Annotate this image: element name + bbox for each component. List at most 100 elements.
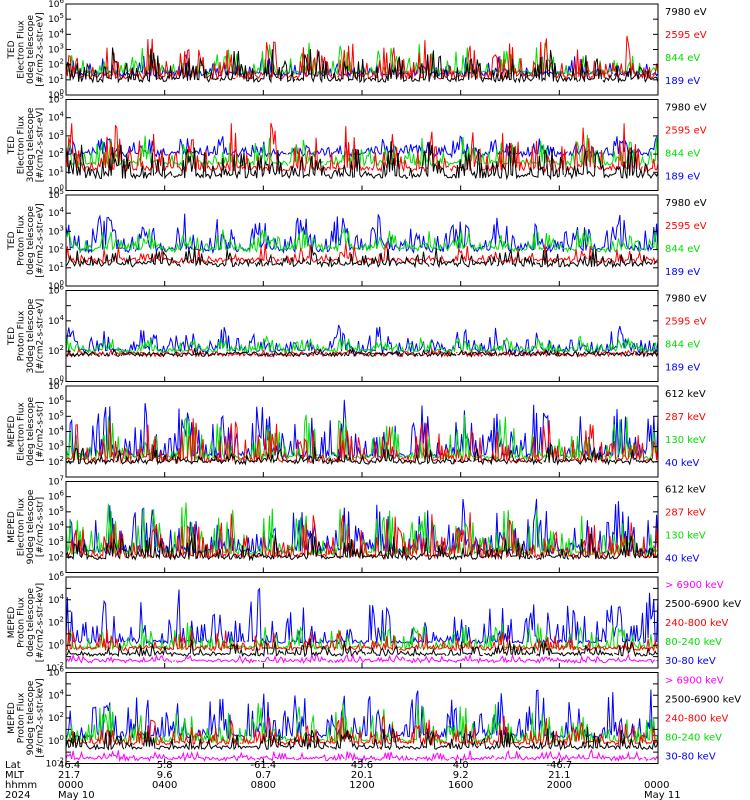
date-value: May 11 xyxy=(644,790,681,800)
mlt-value: 21.7 xyxy=(58,770,80,781)
legend-entry: 7980 eV xyxy=(665,103,707,114)
y-tick-label: 102 xyxy=(48,616,64,629)
hhmm-value: 0000 xyxy=(644,780,669,791)
xaxis-row-label-hhmm: hhmm xyxy=(5,780,37,791)
panel-frame xyxy=(65,99,659,191)
lat-value: -61.4 xyxy=(250,760,276,771)
series-line-5-1 xyxy=(65,442,658,466)
legend-entry: 30-80 keV xyxy=(665,752,716,763)
series-line-1-1 xyxy=(65,47,659,84)
y-tick-label: 102 xyxy=(48,455,64,468)
legend-entry: 189 eV xyxy=(665,363,700,374)
y-tick-label: 103 xyxy=(48,43,64,56)
legend-entry: 287 keV xyxy=(665,412,706,423)
legend-entry: 40 keV xyxy=(665,458,699,469)
legend-entry: 2500-6900 keV xyxy=(665,695,741,706)
legend-entry: 7980 eV xyxy=(665,294,707,305)
y-tick-label: 103 xyxy=(48,129,64,142)
lat-value: 5.8 xyxy=(157,760,173,771)
xaxis-row-label-year: 2024 xyxy=(5,790,30,800)
legend-entry: 40 keV xyxy=(665,554,699,565)
series-line-2-2 xyxy=(65,122,659,173)
mlt-value: 20.1 xyxy=(351,770,373,781)
y-tick-label: 100 xyxy=(48,734,64,747)
legend-entry: 189 eV xyxy=(665,76,700,87)
legend-entry: 2500-6900 keV xyxy=(665,599,741,610)
legend-entry: 844 eV xyxy=(665,53,700,64)
y-axis-label: MEPEDElectron Flux90deg telescope[#/cm2-… xyxy=(7,489,46,564)
y-tick-label: 104 xyxy=(48,425,64,438)
legend-entry: > 6900 keV xyxy=(665,580,724,591)
legend-entry: 2595 eV xyxy=(665,30,707,41)
y-tick-label: 104 xyxy=(48,688,64,701)
y-axis-label: TEDProton Flux0deg telescope[#/cm2-s-str… xyxy=(7,203,46,278)
legend-entry: 189 eV xyxy=(665,267,700,278)
y-tick-label: 106 xyxy=(48,570,64,583)
series-line-8-2 xyxy=(65,727,659,751)
y-tick-label: 107 xyxy=(48,475,64,488)
legend-entry: 844 eV xyxy=(665,340,700,351)
mlt-value: 21.1 xyxy=(548,770,570,781)
panel-frame xyxy=(65,3,659,96)
y-tick-label: 105 xyxy=(48,505,64,518)
legend-entry: 844 eV xyxy=(665,244,700,255)
lat-value: 45.6 xyxy=(351,760,373,771)
legend-entry: 844 eV xyxy=(665,149,700,160)
y-tick-label: 104 xyxy=(48,206,64,219)
y-axis-label: TEDProton Flux30deg telescope[#/cm2-s-st… xyxy=(7,298,46,373)
legend-entry: 240-800 keV xyxy=(665,714,729,725)
lat-value: 46.4 xyxy=(58,760,80,771)
legend-entry: 2595 eV xyxy=(665,126,707,137)
y-tick-label: 102 xyxy=(48,344,64,357)
y-tick-label: 103 xyxy=(48,440,64,453)
legend-entry: 7980 eV xyxy=(665,198,707,209)
y-axis-label: TEDElectron Flux30deg telescope[#/cm2-s-… xyxy=(7,107,46,182)
y-tick-label: 104 xyxy=(48,111,64,124)
series-line-6-2 xyxy=(65,512,659,560)
xaxis-row-label-lat: Lat xyxy=(5,760,21,771)
y-tick-label: 103 xyxy=(48,535,64,548)
hhmm-value: 0800 xyxy=(251,780,276,791)
legend-entry: 612 keV xyxy=(665,485,706,496)
y-tick-label: 106 xyxy=(48,394,64,407)
legend-entry: 80-240 keV xyxy=(665,733,722,744)
series-line-6-1 xyxy=(65,533,659,562)
legend-entry: 80-240 keV xyxy=(665,637,722,648)
series-line-8-1 xyxy=(65,748,659,763)
y-tick-label: 102 xyxy=(48,58,64,71)
hhmm-value: 2000 xyxy=(547,780,572,791)
legend-entry: 30-80 keV xyxy=(665,656,716,667)
y-tick-label: 104 xyxy=(48,520,64,533)
legend-entry: 612 keV xyxy=(665,389,706,400)
series-line-7-5 xyxy=(65,587,659,645)
y-tick-label: 104 xyxy=(48,27,64,40)
series-line-3-3 xyxy=(65,227,659,254)
y-tick-label: 101 xyxy=(48,261,64,274)
y-tick-label: 102 xyxy=(48,147,64,160)
y-tick-label: 102 xyxy=(48,243,64,256)
y-tick-label: 105 xyxy=(48,409,64,422)
hhmm-value: 0400 xyxy=(152,780,177,791)
series-line-3-1 xyxy=(65,246,659,269)
y-tick-label: 102 xyxy=(48,550,64,563)
legend-entry: 189 eV xyxy=(665,172,700,183)
panel-frame xyxy=(65,290,659,382)
panel-frame xyxy=(65,385,659,478)
hhmm-value: 1600 xyxy=(448,780,473,791)
y-tick-label: 102 xyxy=(48,711,64,724)
legend-entry: 287 keV xyxy=(665,508,706,519)
lat-value: 4.0 xyxy=(453,760,469,771)
y-axis-label: MEPEDElectron Flux0deg telescope[#/cm2-s… xyxy=(7,397,46,467)
y-tick-label: 100 xyxy=(48,638,64,651)
lat-value: -46.7 xyxy=(546,760,572,771)
xaxis-row-label-mlt: MLT xyxy=(5,770,25,781)
